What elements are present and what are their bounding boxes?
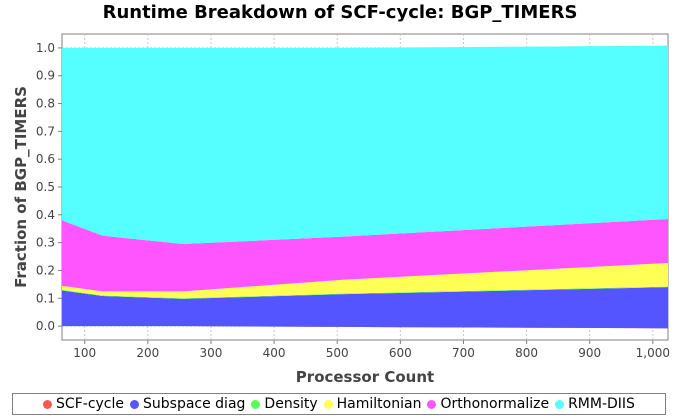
legend-label: Density bbox=[264, 396, 318, 412]
legend-marker bbox=[43, 399, 53, 409]
x-tick-label: 300 bbox=[200, 346, 223, 360]
legend-marker bbox=[555, 399, 565, 409]
legend-item: RMM-DIIS bbox=[555, 396, 635, 412]
y-axis-label: Fraction of BGP_TIMERS bbox=[12, 86, 30, 288]
legend-item: Orthonormalize bbox=[427, 396, 549, 412]
legend: SCF-cycle Subspace diag Density Hamiltonian… bbox=[12, 393, 666, 415]
legend-marker bbox=[130, 399, 139, 409]
area-subspace-diag bbox=[62, 287, 668, 329]
y-tick-label: 0.1 bbox=[36, 291, 55, 305]
legend-item: Subspace diag bbox=[130, 396, 245, 412]
x-tick-label: 400 bbox=[263, 346, 286, 360]
area-hamiltonian bbox=[62, 262, 668, 299]
chart-plot: 100 200 300 400 500 600 700 800 900 1,000 0.0 0.1 0.… bbox=[12, 33, 670, 386]
legend-item: SCF-cycle bbox=[43, 396, 124, 412]
y-tick-label: 0.9 bbox=[36, 69, 55, 83]
y-tick-label: 0.7 bbox=[36, 124, 55, 138]
legend-marker bbox=[323, 399, 333, 409]
legend-marker bbox=[251, 399, 261, 409]
x-tick-label: 800 bbox=[515, 346, 538, 360]
legend-label: Subspace diag bbox=[143, 396, 246, 412]
chart-title: Runtime Breakdown of SCF-cycle: BGP_TIME… bbox=[102, 2, 578, 23]
legend-label: SCF-cycle bbox=[56, 396, 124, 412]
x-tick-label: 900 bbox=[578, 346, 601, 360]
axes: 100 200 300 400 500 600 700 800 900 1,000 0.0 0.1 0.… bbox=[36, 41, 670, 360]
y-tick-label: 0.5 bbox=[36, 180, 55, 194]
y-tick-label: 0.8 bbox=[36, 97, 55, 111]
x-tick-label: 500 bbox=[326, 346, 349, 360]
x-tick-label: 700 bbox=[452, 346, 475, 360]
legend-item: Density bbox=[251, 396, 318, 412]
y-tick-label: 0.6 bbox=[36, 152, 55, 166]
y-tick-label: 0.2 bbox=[36, 263, 55, 277]
y-tick-label: 0.0 bbox=[36, 319, 55, 333]
legend-marker bbox=[427, 399, 437, 409]
x-tick-label: 100 bbox=[73, 346, 96, 360]
area-orthonormalize bbox=[62, 218, 668, 292]
y-tick-label: 0.4 bbox=[36, 208, 55, 222]
x-tick-label: 600 bbox=[389, 346, 412, 360]
legend-item: Hamiltonian bbox=[323, 396, 422, 412]
legend-label: Orthonormalize bbox=[440, 396, 550, 412]
area-rmm-diis bbox=[62, 45, 668, 245]
legend-label: Hamiltonian bbox=[336, 396, 422, 412]
y-tick-label: 0.3 bbox=[36, 236, 55, 250]
area-series-group bbox=[62, 45, 668, 329]
x-axis-label: Processor Count bbox=[296, 368, 434, 386]
legend-label: RMM-DIIS bbox=[568, 396, 635, 412]
y-tick-label: 1.0 bbox=[36, 41, 55, 55]
x-tick-label: 200 bbox=[136, 346, 159, 360]
x-tick-label: 1,000 bbox=[636, 346, 670, 360]
